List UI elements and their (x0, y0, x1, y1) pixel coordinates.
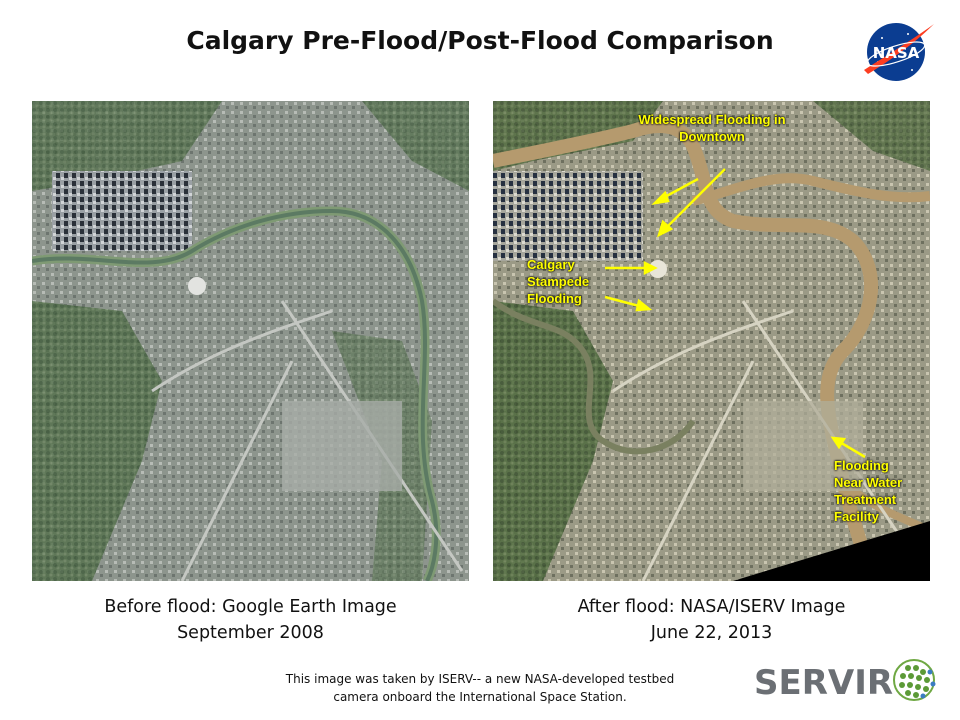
nasa-logo-text: NASA (873, 44, 920, 62)
servir-logo: SERVIR (752, 658, 942, 704)
annotation-line: Facility (834, 509, 879, 524)
image-edge-mask (733, 521, 930, 581)
caption-line: After flood: NASA/ISERV Image (577, 597, 846, 617)
downtown-flood-annotation: Widespread Flooding in Downtown (617, 111, 807, 145)
after-flood-image: Widespread Flooding in Downtown Calgary … (493, 101, 930, 581)
stampede-flood-annotation: Calgary Stampede Flooding (527, 256, 589, 307)
caption-line: Before flood: Google Earth Image (104, 597, 397, 617)
caption-line: September 2008 (177, 623, 324, 643)
page-title: Calgary Pre-Flood/Post-Flood Comparison (186, 26, 774, 55)
annotation-line: Near Water (834, 475, 903, 490)
annotation-line: Widespread Flooding in (638, 112, 786, 127)
annotation-line: Downtown (679, 129, 745, 144)
annotation-arrows (604, 168, 866, 459)
annotation-line: Calgary (527, 257, 575, 272)
annotation-line: Flooding (834, 458, 889, 473)
footer-note: This image was taken by ISERV-- a new NA… (262, 670, 698, 706)
before-flood-image (32, 101, 469, 581)
annotation-line: Treatment (834, 492, 897, 507)
caption-line: June 22, 2013 (650, 623, 773, 643)
water-treatment-flood-annotation: Flooding Near Water Treatment Facility (834, 457, 902, 525)
servir-logo-text: SERVIR (754, 663, 893, 703)
nasa-logo: NASA (860, 18, 936, 86)
annotation-line: Flooding (527, 291, 582, 306)
footer-line: This image was taken by ISERV-- a new NA… (285, 672, 675, 686)
annotation-line: Stampede (527, 274, 590, 289)
after-flood-caption: After flood: NASA/ISERV Image June 22, 2… (493, 594, 930, 646)
before-flood-caption: Before flood: Google Earth Image Septemb… (32, 594, 469, 646)
footer-line: camera onboard the International Space S… (333, 690, 627, 704)
